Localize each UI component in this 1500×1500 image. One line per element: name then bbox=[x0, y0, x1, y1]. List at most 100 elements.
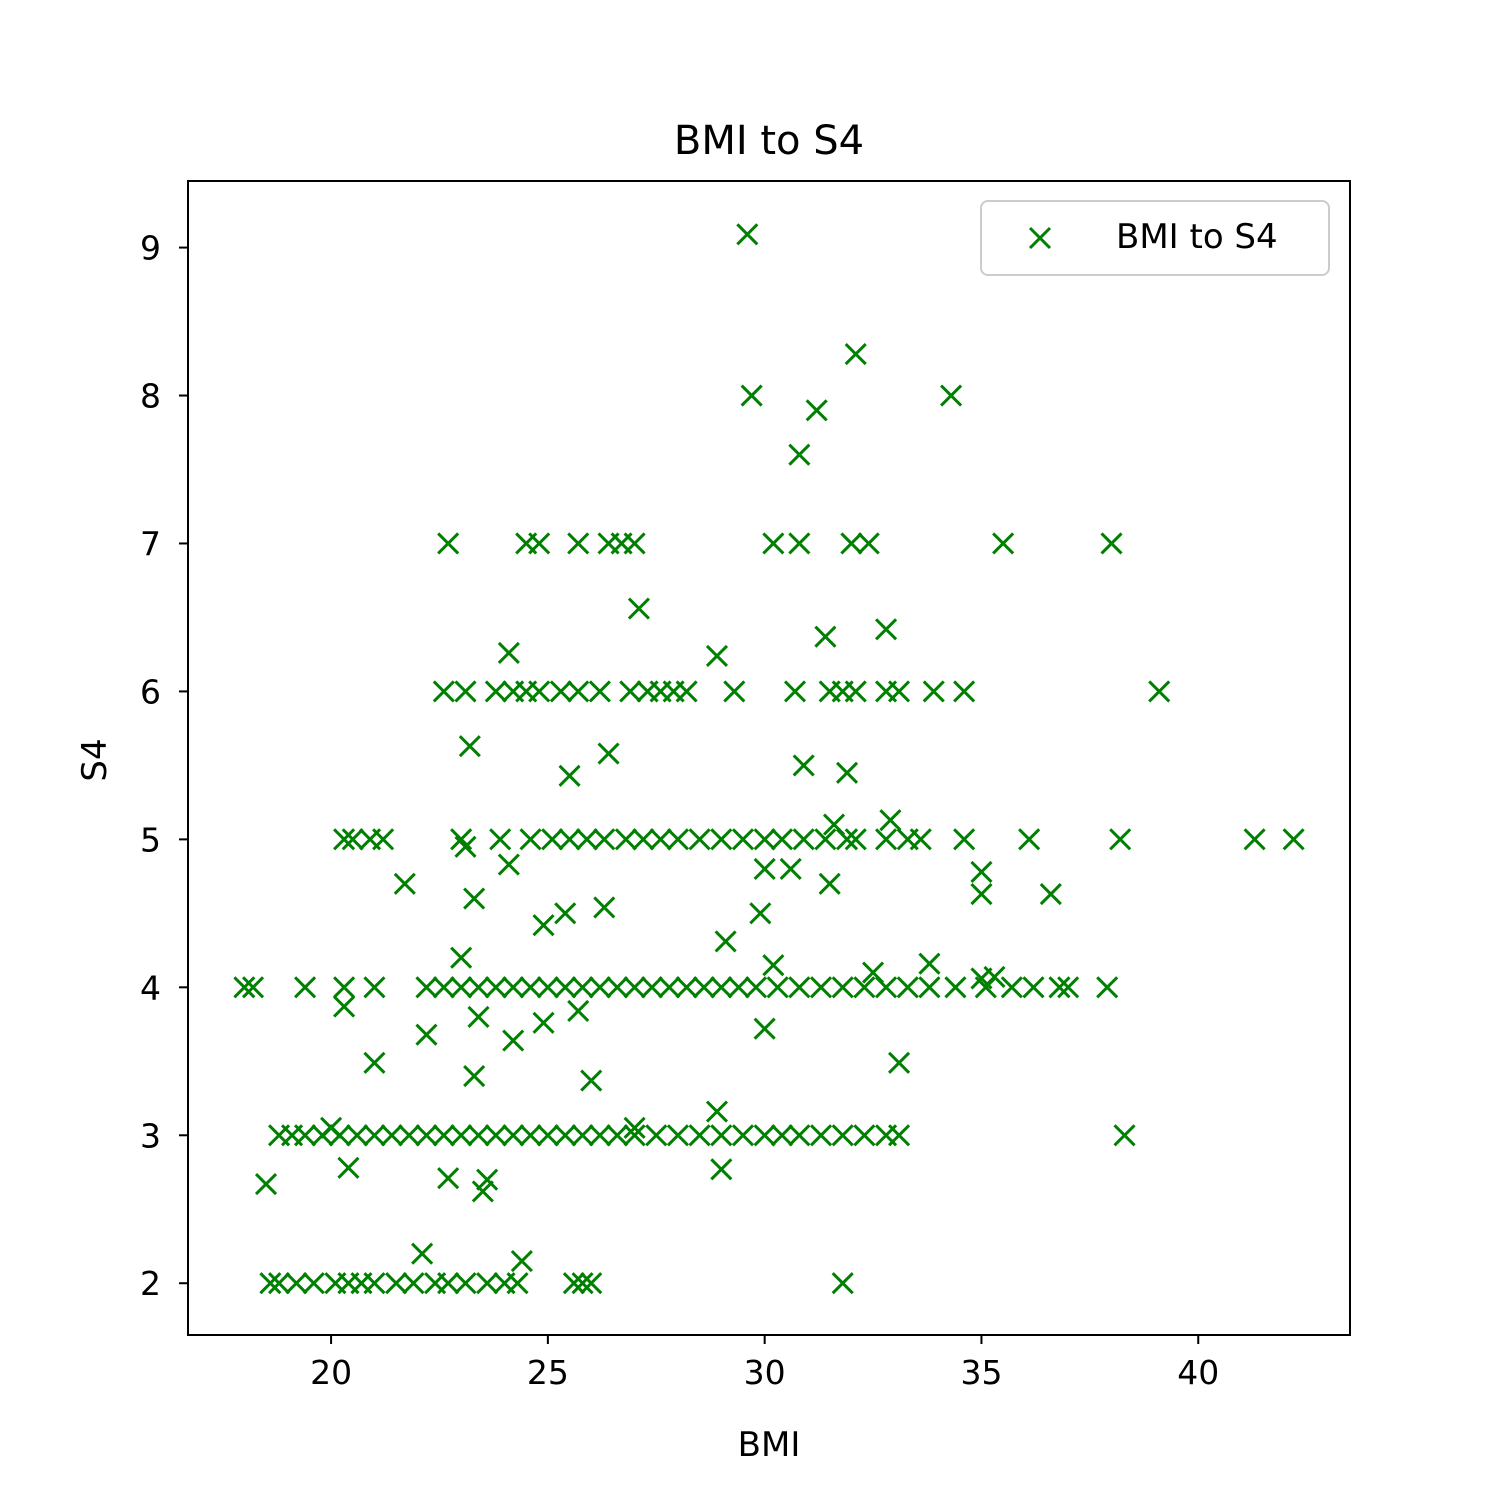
data-point bbox=[692, 976, 716, 999]
data-point bbox=[450, 1124, 473, 1147]
data-point bbox=[571, 1272, 594, 1295]
data-point bbox=[506, 1272, 529, 1295]
data-point bbox=[666, 828, 690, 851]
data-point bbox=[450, 828, 473, 851]
data-point bbox=[458, 735, 481, 758]
data-point bbox=[783, 680, 807, 703]
legend-box bbox=[980, 200, 1330, 276]
data-point bbox=[909, 828, 932, 851]
data-point bbox=[562, 1272, 585, 1295]
data-point bbox=[363, 1051, 386, 1074]
data-point bbox=[437, 532, 460, 555]
y-tick-label: 6 bbox=[140, 672, 161, 711]
data-point bbox=[380, 1124, 403, 1147]
data-point bbox=[619, 680, 642, 703]
data-point bbox=[567, 532, 590, 555]
data-point bbox=[1048, 976, 1071, 999]
data-point bbox=[558, 828, 581, 851]
data-point bbox=[675, 976, 698, 999]
data-point bbox=[502, 976, 525, 999]
data-point bbox=[1000, 976, 1023, 999]
data-point bbox=[844, 343, 867, 366]
data-point bbox=[528, 532, 551, 555]
data-point bbox=[710, 1124, 733, 1147]
data-point bbox=[554, 902, 577, 925]
data-point bbox=[770, 1124, 794, 1147]
data-point bbox=[363, 976, 386, 999]
data-point bbox=[922, 680, 945, 703]
data-point bbox=[385, 1272, 408, 1295]
data-point bbox=[953, 828, 976, 851]
data-point bbox=[497, 641, 520, 665]
data-point bbox=[792, 828, 815, 851]
data-point bbox=[649, 828, 672, 851]
data-point bbox=[502, 1029, 525, 1052]
data-point bbox=[489, 828, 512, 851]
data-point bbox=[593, 828, 616, 851]
data-point bbox=[974, 976, 997, 999]
data-point bbox=[580, 1272, 603, 1295]
data-point bbox=[554, 1124, 577, 1147]
y-tick-label: 5 bbox=[140, 820, 161, 859]
x-tick-label: 25 bbox=[527, 1353, 569, 1392]
data-point bbox=[844, 680, 867, 703]
data-point bbox=[831, 976, 854, 999]
data-point bbox=[415, 976, 438, 999]
data-point bbox=[454, 680, 477, 703]
data-point bbox=[450, 976, 473, 999]
data-point bbox=[484, 976, 507, 999]
data-point bbox=[337, 1156, 360, 1179]
x-tick-label: 30 bbox=[744, 1353, 786, 1392]
data-point bbox=[484, 680, 507, 703]
data-point bbox=[1057, 976, 1080, 999]
y-axis: 2 3 4 5 6 7 8 9 bbox=[140, 229, 188, 1303]
y-tick-label: 7 bbox=[140, 524, 161, 563]
data-point bbox=[805, 399, 828, 422]
data-point bbox=[853, 976, 876, 999]
data-point bbox=[476, 1168, 499, 1191]
data-point bbox=[770, 828, 794, 851]
data-point bbox=[875, 976, 898, 999]
data-point bbox=[1282, 828, 1305, 851]
y-axis-label: S4 bbox=[75, 738, 115, 781]
data-point bbox=[532, 914, 555, 937]
data-point bbox=[705, 1100, 729, 1123]
data-point bbox=[1113, 1124, 1136, 1147]
data-point bbox=[1096, 976, 1119, 999]
data-point bbox=[241, 976, 265, 999]
data-point bbox=[580, 1069, 603, 1092]
data-point bbox=[333, 976, 356, 999]
data-point bbox=[918, 952, 941, 975]
data-point bbox=[740, 384, 763, 407]
data-point bbox=[953, 680, 976, 703]
data-point bbox=[346, 1124, 369, 1147]
data-point bbox=[497, 853, 520, 876]
data-point bbox=[437, 1272, 460, 1295]
data-point bbox=[254, 1173, 278, 1196]
data-point bbox=[623, 1116, 646, 1139]
data-point bbox=[888, 1124, 911, 1147]
data-point bbox=[528, 680, 551, 703]
data-point bbox=[541, 828, 564, 851]
data-point bbox=[888, 1051, 911, 1074]
data-point bbox=[259, 1272, 282, 1295]
data-point bbox=[888, 680, 911, 703]
data-point bbox=[1039, 883, 1062, 906]
data-point bbox=[736, 223, 759, 246]
chart-title: BMI to S4 bbox=[674, 118, 864, 164]
data-point bbox=[944, 976, 967, 999]
data-point bbox=[1109, 828, 1132, 851]
data-point bbox=[415, 1124, 438, 1147]
data-point bbox=[510, 1249, 533, 1273]
data-point bbox=[727, 976, 750, 999]
data-point bbox=[831, 1124, 854, 1147]
data-point bbox=[311, 1124, 334, 1147]
data-point bbox=[788, 976, 811, 999]
data-point bbox=[744, 976, 768, 999]
data-point bbox=[896, 976, 919, 999]
data-point bbox=[623, 976, 646, 999]
data-point bbox=[1100, 532, 1123, 555]
data-point bbox=[779, 857, 802, 881]
data-point bbox=[519, 828, 542, 851]
data-point bbox=[688, 1124, 711, 1147]
